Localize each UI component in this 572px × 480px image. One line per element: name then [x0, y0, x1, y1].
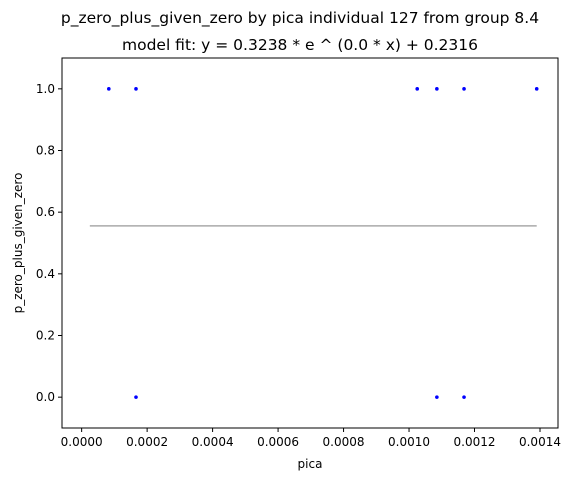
data-point-6 — [462, 87, 466, 91]
data-point-8 — [534, 87, 539, 91]
x-axis-label: pica — [298, 457, 323, 471]
y-tick-label-5: 1.0 — [36, 82, 55, 96]
y-tick-label-2: 0.4 — [36, 267, 55, 281]
y-tick-label-1: 0.2 — [36, 329, 55, 343]
plot-area: 0.0000 0.0002 0.0004 0.0006 0.0008 0.0010 0.00… — [36, 82, 561, 449]
plot-frame — [61, 57, 559, 429]
y-tick-label-0: 0.0 — [36, 390, 55, 404]
x-tick-label-0: 0.0000 — [61, 435, 103, 449]
data-point-0 — [107, 87, 111, 91]
data-point-4 — [435, 87, 439, 91]
x-tick-label-5: 0.0010 — [388, 435, 430, 449]
data-point-2 — [134, 395, 138, 399]
y-axis-label: p_zero_plus_given_zero — [11, 173, 25, 314]
x-tick-label-3: 0.0006 — [257, 435, 299, 449]
chart-subtitle: model fit: y = 0.3238 * e ^ (0.0 * x) + … — [122, 36, 478, 54]
data-point-7 — [462, 395, 466, 399]
data-point-3 — [415, 87, 420, 91]
x-tick-label-6: 0.0012 — [454, 435, 496, 449]
chart-title: p_zero_plus_given_zero by pica individua… — [61, 9, 539, 28]
y-tick-label-4: 0.8 — [36, 144, 55, 158]
x-tick-label-4: 0.0008 — [323, 435, 365, 449]
y-tick-label-3: 0.6 — [36, 205, 55, 219]
data-point-1 — [134, 87, 138, 91]
x-tick-label-7: 0.0014 — [519, 435, 561, 449]
data-point-5 — [435, 395, 439, 399]
x-tick-label-2: 0.0004 — [192, 435, 234, 449]
x-tick-label-1: 0.0002 — [126, 435, 168, 449]
